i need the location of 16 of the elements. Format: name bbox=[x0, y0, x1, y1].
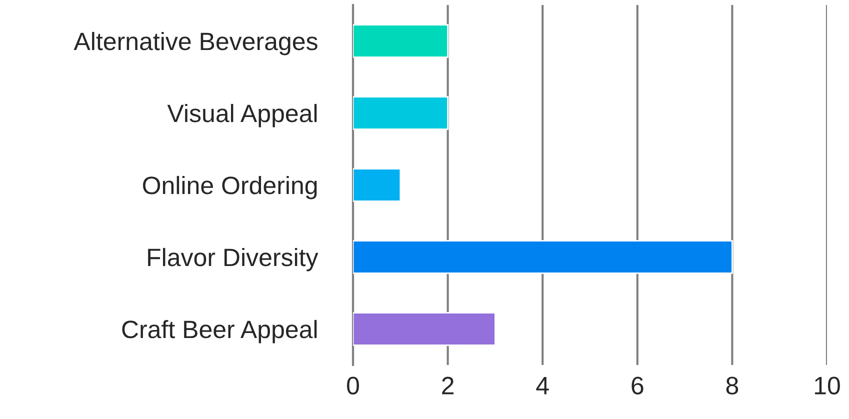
x-tick-label: 0 bbox=[347, 376, 359, 394]
bar bbox=[353, 24, 448, 58]
x-tick-label: 2 bbox=[442, 376, 454, 394]
y-tick-label: Visual Appeal bbox=[167, 104, 317, 128]
x-tick-label: 4 bbox=[536, 377, 549, 394]
y-tick-label: Craft Beer Appeal bbox=[122, 320, 317, 344]
bar bbox=[353, 312, 496, 346]
bar bbox=[353, 96, 448, 130]
y-tick-label: Alternative Beverages bbox=[74, 32, 318, 56]
bar bbox=[353, 240, 733, 274]
x-tick-label: 10 bbox=[815, 376, 840, 394]
y-tick-label: Online Ordering bbox=[142, 176, 317, 200]
bar bbox=[353, 168, 402, 202]
x-tick-label: 6 bbox=[632, 376, 644, 394]
y-tick-label: Flavor Diversity bbox=[148, 248, 318, 272]
x-tick-label: 8 bbox=[726, 376, 738, 394]
